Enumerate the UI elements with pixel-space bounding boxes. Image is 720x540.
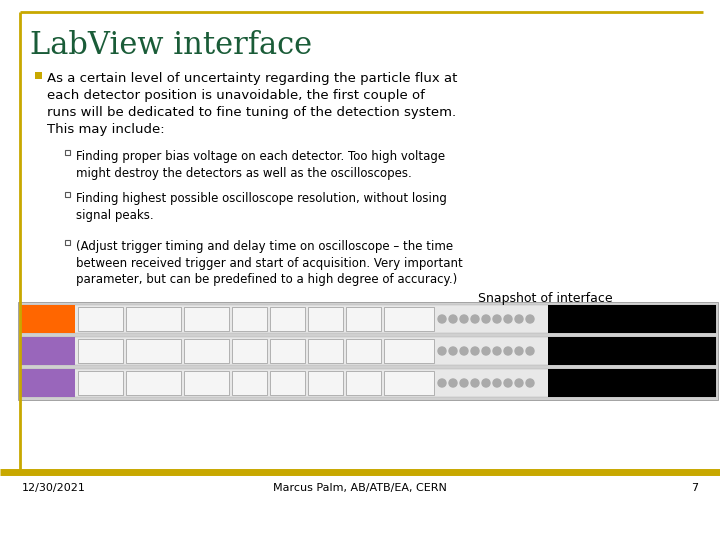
- Bar: [20, 319, 75, 333]
- Circle shape: [482, 315, 490, 323]
- Bar: [126, 339, 181, 363]
- Circle shape: [471, 379, 479, 387]
- Circle shape: [449, 379, 457, 387]
- Text: 7: 7: [691, 483, 698, 493]
- Bar: [20, 337, 716, 365]
- Bar: [548, 337, 716, 365]
- Bar: [548, 305, 716, 333]
- Bar: [20, 305, 75, 333]
- Bar: [78, 371, 123, 395]
- Circle shape: [504, 347, 512, 355]
- Bar: [346, 307, 381, 331]
- Bar: [270, 339, 305, 363]
- Bar: [65, 240, 70, 245]
- Bar: [384, 371, 434, 395]
- Bar: [346, 371, 381, 395]
- Text: Finding proper bias voltage on each detector. Too high voltage
might destroy the: Finding proper bias voltage on each dete…: [76, 150, 445, 179]
- Bar: [20, 351, 75, 365]
- Circle shape: [515, 347, 523, 355]
- Text: As a certain level of uncertainty regarding the particle flux at
each detector p: As a certain level of uncertainty regard…: [47, 72, 457, 136]
- Bar: [78, 339, 123, 363]
- Bar: [232, 371, 267, 395]
- Circle shape: [471, 347, 479, 355]
- Bar: [270, 371, 305, 395]
- Text: Finding highest possible oscilloscope resolution, without losing
signal peaks.: Finding highest possible oscilloscope re…: [76, 192, 447, 221]
- Bar: [126, 371, 181, 395]
- Bar: [184, 339, 229, 363]
- Bar: [35, 72, 42, 79]
- Bar: [65, 150, 70, 155]
- Circle shape: [460, 315, 468, 323]
- Circle shape: [504, 315, 512, 323]
- Circle shape: [526, 347, 534, 355]
- Bar: [184, 371, 229, 395]
- Circle shape: [482, 347, 490, 355]
- Bar: [384, 307, 434, 331]
- Circle shape: [504, 379, 512, 387]
- Bar: [232, 307, 267, 331]
- Bar: [346, 339, 381, 363]
- Text: Snapshot of interface: Snapshot of interface: [477, 292, 612, 305]
- Bar: [20, 337, 75, 365]
- Circle shape: [449, 315, 457, 323]
- Circle shape: [460, 379, 468, 387]
- Bar: [308, 339, 343, 363]
- Bar: [18, 302, 718, 400]
- Text: Marcus Palm, AB/ATB/EA, CERN: Marcus Palm, AB/ATB/EA, CERN: [273, 483, 447, 493]
- Circle shape: [526, 315, 534, 323]
- Circle shape: [449, 347, 457, 355]
- Circle shape: [493, 315, 501, 323]
- Bar: [78, 307, 123, 331]
- Text: 5 C: 5 C: [699, 314, 713, 323]
- Bar: [384, 339, 434, 363]
- Bar: [548, 369, 716, 397]
- Circle shape: [460, 347, 468, 355]
- Circle shape: [482, 379, 490, 387]
- Text: 4 i: 4 i: [703, 379, 713, 388]
- Circle shape: [515, 379, 523, 387]
- Bar: [232, 339, 267, 363]
- Bar: [308, 307, 343, 331]
- Text: LabView interface: LabView interface: [30, 30, 312, 61]
- Bar: [20, 369, 716, 397]
- Text: Y r: Y r: [702, 347, 713, 355]
- Bar: [20, 383, 75, 397]
- Circle shape: [493, 379, 501, 387]
- Text: 12/30/2021: 12/30/2021: [22, 483, 86, 493]
- Bar: [270, 307, 305, 331]
- Bar: [20, 305, 716, 333]
- Circle shape: [438, 315, 446, 323]
- Circle shape: [493, 347, 501, 355]
- Circle shape: [438, 379, 446, 387]
- Bar: [20, 369, 75, 397]
- Bar: [308, 371, 343, 395]
- Bar: [184, 307, 229, 331]
- Bar: [65, 192, 70, 197]
- Circle shape: [471, 315, 479, 323]
- Text: (Adjust trigger timing and delay time on oscilloscope – the time
between receive: (Adjust trigger timing and delay time on…: [76, 240, 463, 286]
- Circle shape: [515, 315, 523, 323]
- Circle shape: [438, 347, 446, 355]
- Circle shape: [526, 379, 534, 387]
- Bar: [126, 307, 181, 331]
